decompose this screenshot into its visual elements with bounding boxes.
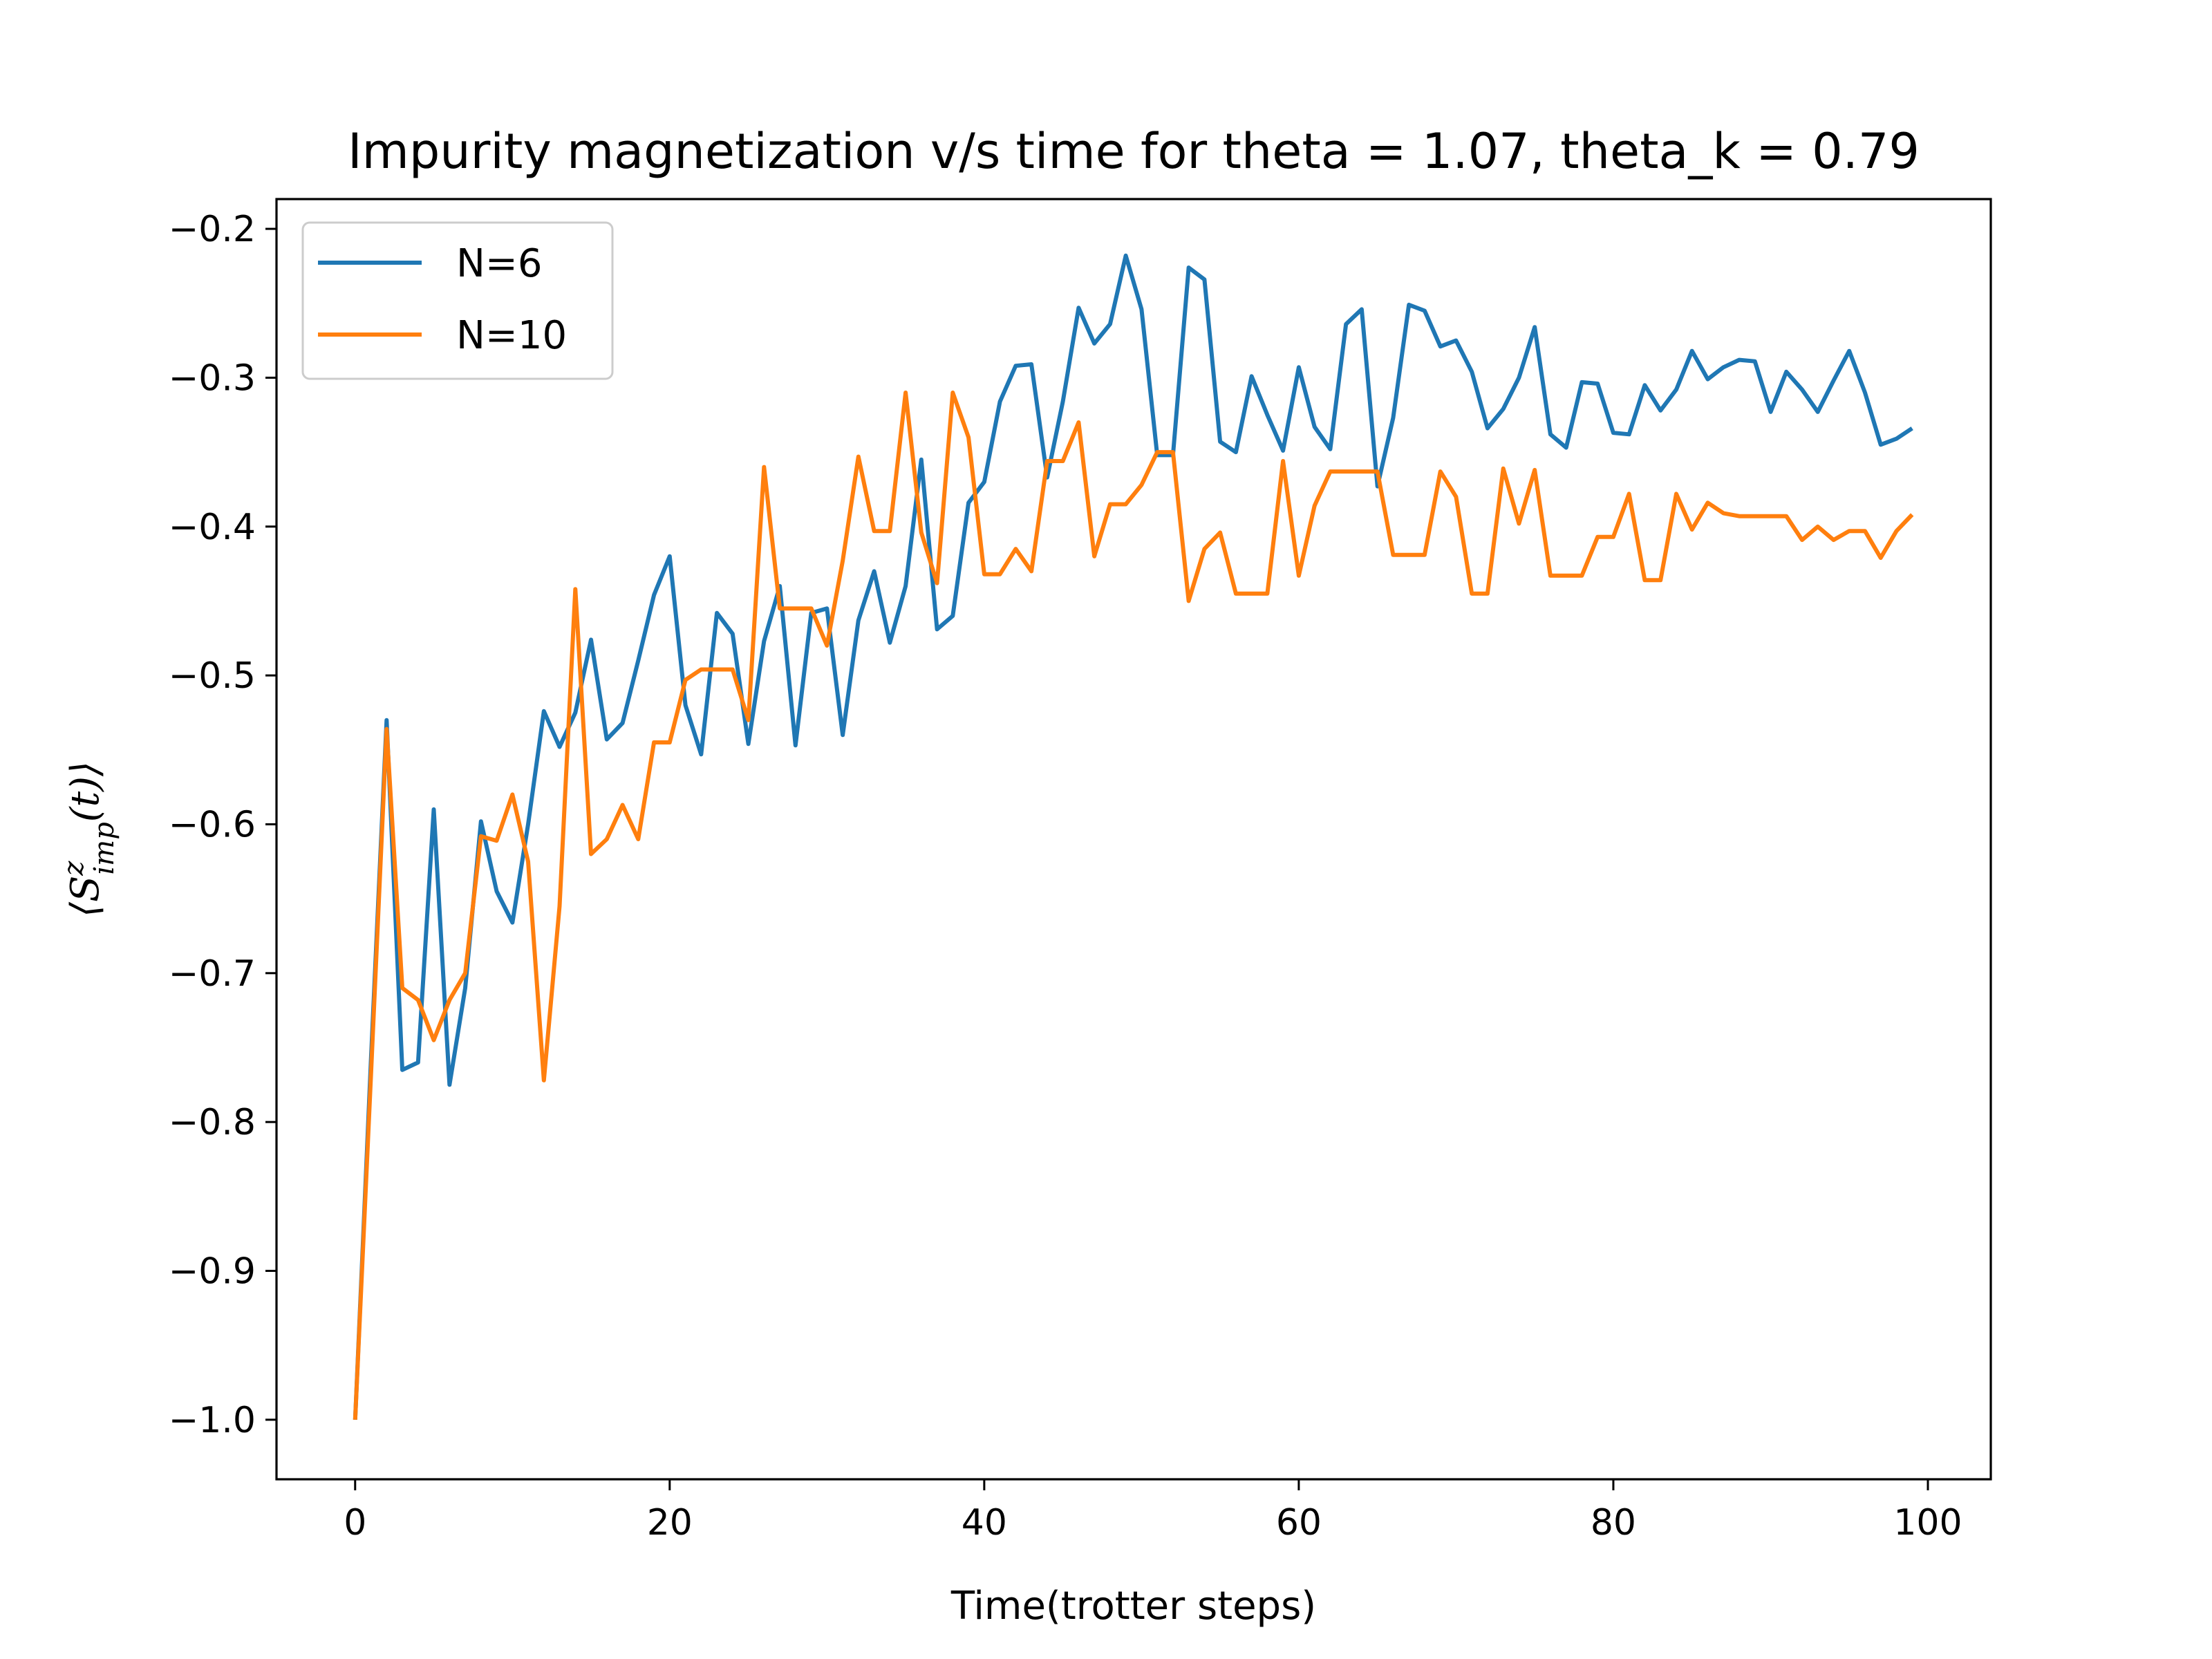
x-tick-label: 0 — [344, 1502, 366, 1544]
x-axis: 0 20 40 60 80 100 — [344, 1479, 1962, 1544]
y-tick-label: −0.4 — [169, 507, 256, 548]
legend: N=6 N=10 — [301, 221, 614, 380]
x-tick-label: 60 — [1276, 1502, 1322, 1544]
y-tick-label: −0.7 — [169, 953, 256, 995]
legend-label-n6: N=6 — [456, 241, 542, 286]
y-tick-label: −0.2 — [169, 209, 256, 250]
y-tick-label: −0.9 — [169, 1251, 256, 1293]
y-axis: −1.0 −0.9 −0.8 −0.7 −0.6 −0.5 −0.4 −0.3 −0.2 — [169, 209, 276, 1441]
y-tick-label: −0.6 — [169, 804, 256, 845]
y-tick-label: −0.5 — [169, 655, 256, 697]
x-tick-label: 40 — [962, 1502, 1007, 1544]
y-tick-label: −0.3 — [169, 357, 256, 399]
legend-label-n10: N=10 — [456, 313, 567, 358]
x-tick-label: 80 — [1591, 1502, 1636, 1544]
x-tick-label: 100 — [1893, 1502, 1962, 1544]
series-line-n6 — [353, 253, 1913, 1421]
y-tick-label: −1.0 — [169, 1400, 256, 1441]
chart-title: Impurity magnetization v/s time for thet… — [348, 123, 1920, 180]
series-line-n10 — [353, 391, 1914, 1421]
y-tick-label: −0.8 — [169, 1102, 256, 1143]
x-axis-label: Time(trotter steps) — [950, 1584, 1316, 1629]
series-layer — [353, 253, 1914, 1421]
x-tick-label: 20 — [647, 1502, 693, 1544]
plot-frame — [275, 198, 1992, 1481]
